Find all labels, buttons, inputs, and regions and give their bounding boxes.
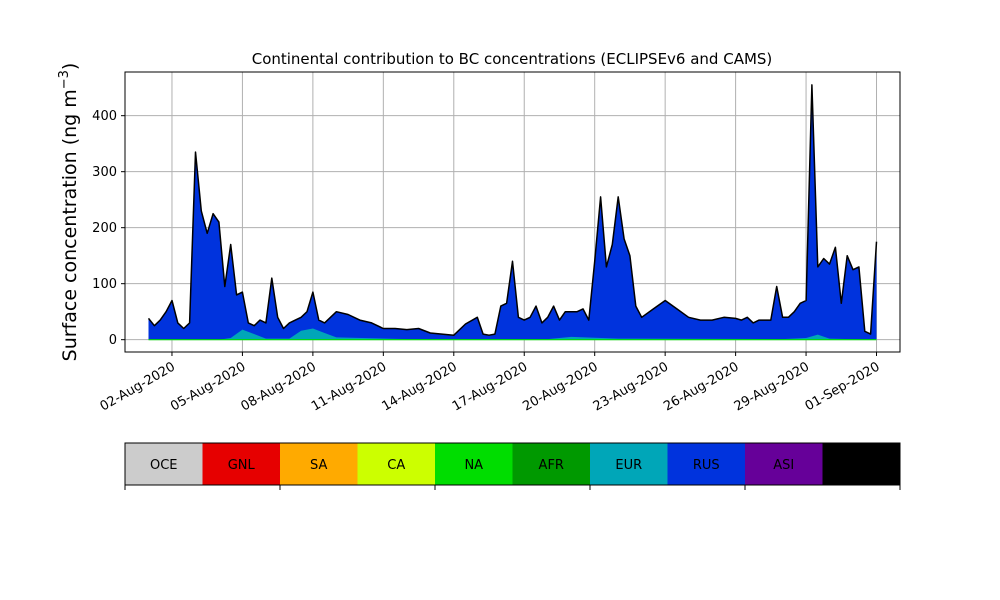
total-outline xyxy=(147,84,878,336)
y-tick-label: 100 xyxy=(92,277,117,292)
legend-label-gnl: GNL xyxy=(228,458,256,473)
y-axis-label-main: Surface concentration (ng m xyxy=(59,89,81,361)
x-tick-label: 05-Aug-2020 xyxy=(168,359,248,414)
x-tick-label: 08-Aug-2020 xyxy=(239,359,319,414)
legend-swatch-gnl xyxy=(202,443,281,485)
y-tick-label: 0 xyxy=(109,333,117,348)
grid xyxy=(125,72,900,352)
plot-frame xyxy=(124,71,901,353)
legend-label-na: NA xyxy=(464,458,483,473)
legend-swatch-sa xyxy=(280,443,358,485)
area-series-eur xyxy=(148,328,877,340)
x-tick-label: 26-Aug-2020 xyxy=(661,359,741,414)
legend-label-afr: AFR xyxy=(539,458,564,473)
y-axis-label-exponent: −3 xyxy=(57,70,72,89)
legend-swatch-oce xyxy=(125,443,203,485)
x-tick-label: 23-Aug-2020 xyxy=(591,359,671,414)
legend-label-eur: EUR xyxy=(615,458,642,473)
chart-title: Continental contribution to BC concentra… xyxy=(252,50,773,68)
area-layer xyxy=(147,84,878,341)
x-tick-label: 20-Aug-2020 xyxy=(520,359,600,414)
x-tick-label: 29-Aug-2020 xyxy=(732,359,812,414)
legend-swatch-ca xyxy=(357,443,436,485)
legend-label-aus: AUS xyxy=(848,458,875,473)
x-tick-label: 01-Sep-2020 xyxy=(803,359,883,414)
y-axis-label: Surface concentration (ng m−3) xyxy=(57,63,81,362)
legend-swatch-afr xyxy=(512,443,591,485)
y-axis: 0 100 200 300 400 xyxy=(92,109,125,348)
x-tick-label: 17-Aug-2020 xyxy=(450,359,530,414)
legend: OCE GNL SA CA NA AFR EUR RUS ASI AUS xyxy=(124,442,901,490)
x-tick-label: 11-Aug-2020 xyxy=(309,359,389,414)
legend-swatch-rus xyxy=(667,443,746,485)
y-tick-label: 300 xyxy=(92,165,117,180)
legend-swatch-na xyxy=(435,443,513,485)
legend-label-sa: SA xyxy=(310,458,327,473)
legend-label-rus: RUS xyxy=(693,458,720,473)
x-tick-label: 02-Aug-2020 xyxy=(98,359,178,414)
legend-swatch-eur xyxy=(590,443,668,485)
legend-label-ca: CA xyxy=(387,458,405,473)
legend-label-asi: ASI xyxy=(773,458,794,473)
legend-label-oce: OCE xyxy=(150,458,178,473)
legend-swatch-asi xyxy=(745,443,823,485)
legend-swatch-aus xyxy=(822,443,901,485)
y-axis-label-close: ) xyxy=(59,63,81,70)
y-tick-label: 400 xyxy=(92,109,117,124)
x-tick-label: 14-Aug-2020 xyxy=(379,359,459,414)
area-series-rus xyxy=(148,84,877,340)
legend-frame xyxy=(124,442,901,486)
y-tick-label: 200 xyxy=(92,221,117,236)
x-axis: 02-Aug-202005-Aug-202008-Aug-202011-Aug-… xyxy=(98,352,883,415)
